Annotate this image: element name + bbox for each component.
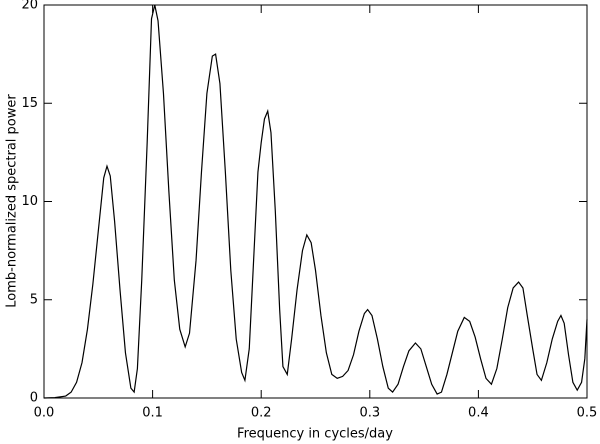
x-tick-label: 0.4 — [468, 406, 489, 421]
x-tick-label: 0.3 — [359, 406, 380, 421]
y-tick-label: 10 — [21, 194, 38, 209]
plot-frame — [43, 4, 588, 399]
y-axis-label: Lomb-normalized spectral power — [5, 94, 20, 308]
power-curve — [43, 4, 588, 399]
y-tick-label: 15 — [21, 96, 38, 111]
x-axis-label: Frequency in cycles/day — [237, 427, 393, 442]
x-tick-label: 0.2 — [251, 406, 272, 421]
x-tick-label: 0.0 — [34, 406, 55, 421]
y-tick-label: 0 — [30, 391, 38, 406]
x-tick-label: 0.1 — [142, 406, 163, 421]
x-tick-label: 0.5 — [577, 406, 598, 421]
y-tick-label: 20 — [21, 0, 38, 13]
y-tick-label: 5 — [30, 292, 38, 307]
